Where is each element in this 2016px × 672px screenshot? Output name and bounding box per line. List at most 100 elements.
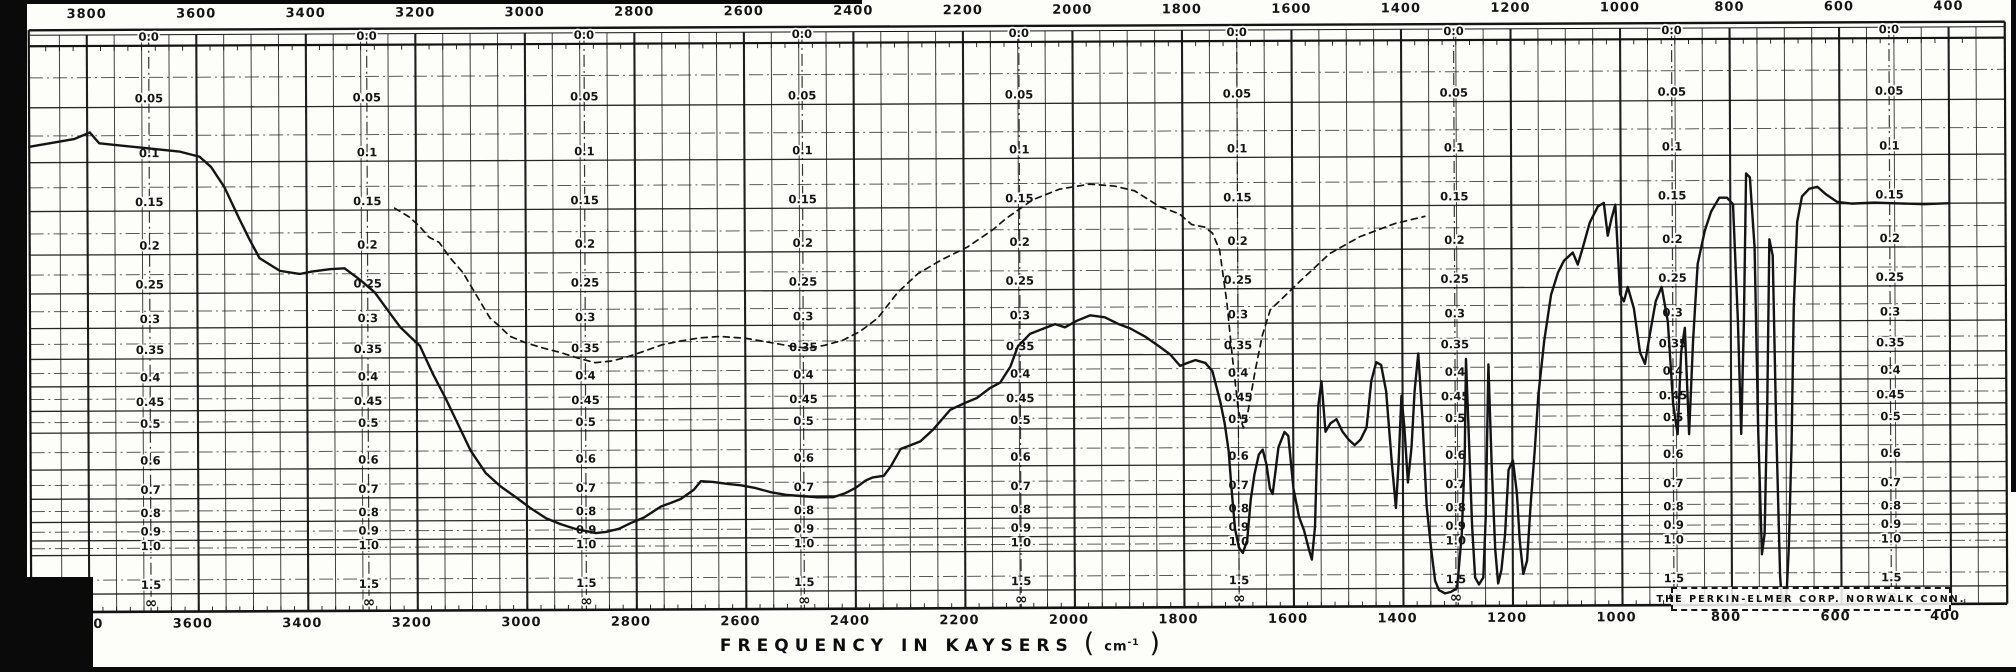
grid-horizontal-minor bbox=[30, 476, 2007, 487]
x-axis-label-top: 3400 bbox=[286, 6, 326, 21]
y-axis-label: 0.15 bbox=[788, 192, 816, 206]
y-axis-label: 0.4 bbox=[140, 370, 160, 384]
y-axis-label: 0.5 bbox=[1228, 412, 1248, 426]
x-axis-label-top: 800 bbox=[1714, 0, 1744, 15]
x-axis-label-top: 1000 bbox=[1600, 0, 1640, 15]
grid-vertical bbox=[1646, 28, 1651, 606]
y-axis-label: 0.4 bbox=[575, 368, 595, 382]
y-axis-label: 0.5 bbox=[1445, 411, 1465, 425]
y-axis-label: 0.7 bbox=[1663, 476, 1683, 490]
grid-column-dashdot bbox=[583, 32, 588, 610]
y-axis-label: 0.45 bbox=[1224, 390, 1252, 404]
x-axis-label-bottom: 1600 bbox=[1268, 612, 1308, 627]
y-axis-label: 0.05 bbox=[788, 88, 816, 102]
y-axis-label: 0.25 bbox=[1440, 272, 1468, 286]
x-axis-label-top: 600 bbox=[1824, 0, 1854, 14]
y-axis-label: 1.0 bbox=[141, 539, 161, 553]
y-axis-label: 0.9 bbox=[794, 522, 814, 536]
y-axis-label: 0.25 bbox=[571, 275, 599, 289]
y-axis-label: 0.05 bbox=[1440, 86, 1468, 100]
y-axis-label: 0.15 bbox=[135, 195, 163, 209]
y-axis-label: 0.7 bbox=[140, 483, 160, 497]
grid-horizontal bbox=[30, 319, 2007, 330]
y-axis-label: 0.35 bbox=[571, 341, 599, 355]
y-axis-label: 0.1 bbox=[574, 144, 594, 158]
y-axis-label: 0.6 bbox=[1881, 446, 1901, 460]
grid-vertical bbox=[1180, 30, 1186, 608]
x-axis-label-bottom: 2000 bbox=[1049, 613, 1089, 628]
grid-vertical bbox=[633, 32, 638, 610]
grid-vertical bbox=[825, 31, 830, 609]
grid-horizontal-minor bbox=[29, 178, 2006, 189]
grid-horizontal bbox=[29, 245, 2006, 256]
y-axis-label: 0.15 bbox=[1658, 188, 1686, 202]
y-axis-label: 1.5 bbox=[1011, 574, 1031, 588]
grid-vertical bbox=[496, 33, 501, 611]
x-axis-label-bottom: 2400 bbox=[830, 614, 870, 629]
y-axis-label: 0.4 bbox=[1010, 367, 1030, 381]
y-axis-label: 0.6 bbox=[1663, 447, 1683, 461]
y-axis-label: 0.3 bbox=[1228, 307, 1248, 321]
y-axis-label: 0.2 bbox=[139, 239, 159, 253]
x-axis-label-top: 2200 bbox=[943, 3, 983, 18]
y-axis-label: 0.2 bbox=[1662, 232, 1682, 246]
grid-horizontal-minor bbox=[30, 364, 2007, 375]
grid-vertical bbox=[168, 34, 172, 612]
grid-vertical bbox=[1756, 27, 1760, 605]
y-axis-label: 0.15 bbox=[353, 194, 381, 208]
scan-edge-left-bar bbox=[0, 0, 27, 672]
grid-vertical bbox=[1592, 28, 1596, 606]
grid-vertical bbox=[1783, 27, 1788, 605]
x-axis-label-bottom: 2200 bbox=[939, 613, 979, 628]
y-axis-label: 0.45 bbox=[1006, 391, 1034, 405]
grid-vertical bbox=[1564, 28, 1569, 606]
y-axis-label: 0.05 bbox=[1658, 85, 1686, 99]
y-axis-label: 0.0 bbox=[1009, 26, 1029, 40]
grid-vertical bbox=[661, 32, 665, 610]
grid-vertical bbox=[798, 31, 802, 609]
minor-ticks bbox=[45, 37, 1966, 613]
grid-vertical bbox=[1811, 27, 1815, 605]
grid-horizontal-minor bbox=[30, 539, 2007, 550]
grid-column-dashdot bbox=[1236, 29, 1240, 607]
y-axis-label: 0.45 bbox=[1876, 387, 1904, 401]
y-axis-label: 0.7 bbox=[358, 482, 378, 496]
x-axis-label-bottom: 1400 bbox=[1377, 611, 1417, 626]
y-axis-label: 0.2 bbox=[1444, 233, 1464, 247]
y-axis-label: 0.6 bbox=[140, 454, 160, 468]
y-axis-label: 1.5 bbox=[1664, 571, 1684, 585]
y-axis-label: 1.5 bbox=[359, 577, 379, 591]
y-axis-label: 0.2 bbox=[1227, 234, 1247, 248]
y-axis-label: 0.0 bbox=[792, 27, 812, 41]
y-axis-label: 0.35 bbox=[1876, 335, 1904, 349]
grid-vertical bbox=[1373, 29, 1377, 607]
y-axis-label: 0.6 bbox=[358, 453, 378, 467]
y-axis-label: ∞ bbox=[1015, 590, 1028, 608]
y-axis-label: 0.3 bbox=[1880, 304, 1900, 318]
y-axis-label: 0.6 bbox=[1228, 449, 1248, 463]
x-axis-label-bottom: 2800 bbox=[611, 615, 651, 630]
y-axis-label: 0.05 bbox=[135, 91, 163, 105]
y-axis-label: 0.8 bbox=[140, 506, 160, 520]
y-axis-label: 0.0 bbox=[1226, 25, 1246, 39]
grid-horizontal bbox=[30, 531, 2007, 542]
x-axis-label-bottom: 2600 bbox=[720, 614, 760, 629]
grid-horizontal-minor bbox=[29, 126, 2006, 137]
y-axis-label: 1.0 bbox=[1881, 532, 1901, 546]
y-axis-label: 0.8 bbox=[576, 504, 596, 518]
x-axis-label-top: 1200 bbox=[1490, 1, 1530, 16]
y-axis-label: 0.45 bbox=[571, 393, 599, 407]
y-axis-label: 0.0 bbox=[138, 30, 158, 44]
grid-horizontal bbox=[30, 402, 2007, 413]
y-axis-label: 0.5 bbox=[575, 415, 595, 429]
grid-horizontal-minor bbox=[31, 571, 2008, 581]
y-axis-label: 1.5 bbox=[1229, 573, 1249, 587]
y-axis-label: 0.3 bbox=[575, 310, 595, 324]
y-axis-label: 0.9 bbox=[1881, 517, 1901, 531]
grid-vertical bbox=[469, 33, 474, 611]
x-axis-label-top: 3800 bbox=[67, 7, 107, 22]
grid-horizontal-minor bbox=[30, 413, 2007, 424]
y-axis-label: 1.5 bbox=[1446, 572, 1466, 586]
y-axis-label: 0.05 bbox=[353, 90, 381, 104]
y-axis-label: 0.3 bbox=[140, 312, 160, 326]
